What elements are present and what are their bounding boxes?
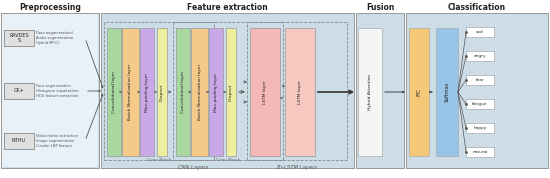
Bar: [358, 28, 382, 156]
Text: fear: fear: [476, 78, 485, 82]
Text: natural: natural: [472, 150, 488, 154]
Bar: [406, 13, 548, 168]
Bar: [101, 13, 354, 168]
Bar: [4, 30, 34, 46]
Text: Convolutional layer: Convolutional layer: [112, 71, 116, 113]
Text: NTHU: NTHU: [12, 138, 26, 143]
Text: FC: FC: [416, 88, 421, 96]
Text: CK+: CK+: [14, 88, 24, 93]
Bar: [356, 13, 404, 168]
Bar: [466, 99, 494, 109]
Text: LSTM layer: LSTM layer: [298, 80, 302, 104]
Text: Batch Normalization layer: Batch Normalization layer: [129, 64, 133, 120]
Bar: [466, 51, 494, 61]
Text: Fusion: Fusion: [366, 4, 394, 12]
Text: Batch Normalization layer: Batch Normalization layer: [197, 64, 201, 120]
Text: Max-pooling layer: Max-pooling layer: [214, 72, 218, 112]
Text: Preprocessing: Preprocessing: [19, 4, 81, 12]
Text: angry: angry: [474, 54, 486, 58]
Text: LSTM layer: LSTM layer: [263, 80, 267, 104]
Text: Conv Block: Conv Block: [216, 158, 240, 162]
Bar: [140, 28, 154, 156]
Bar: [173, 22, 283, 160]
Text: Conv Block: Conv Block: [147, 158, 171, 162]
Bar: [466, 123, 494, 133]
Bar: [104, 22, 214, 160]
Bar: [436, 28, 458, 156]
Bar: [226, 28, 236, 156]
Text: happy: happy: [473, 126, 487, 130]
Text: Softmax: Softmax: [444, 82, 449, 102]
Bar: [466, 147, 494, 157]
Text: Classification: Classification: [448, 4, 506, 12]
Bar: [1, 13, 99, 168]
Bar: [285, 28, 315, 156]
Text: Dropout: Dropout: [229, 83, 233, 101]
Bar: [4, 83, 34, 99]
Text: Face segmentation
Histogram equalization
HOG feature extraction: Face segmentation Histogram equalization…: [36, 84, 79, 98]
Text: Convolutional layer: Convolutional layer: [181, 71, 185, 113]
Bar: [4, 133, 34, 149]
Bar: [466, 75, 494, 85]
Text: Hybrid Attention: Hybrid Attention: [368, 74, 372, 110]
Text: Max-pooling layer: Max-pooling layer: [145, 72, 149, 112]
Text: Dropout: Dropout: [160, 83, 164, 101]
Text: Bi-LSTM Layers: Bi-LSTM Layers: [277, 164, 317, 169]
Text: Feature extraction: Feature extraction: [187, 4, 268, 12]
Text: sad: sad: [476, 30, 484, 34]
Bar: [2, 14, 98, 167]
Bar: [122, 28, 139, 156]
Text: RAVDES
S: RAVDES S: [9, 33, 29, 43]
Text: fatigue: fatigue: [472, 102, 488, 106]
Bar: [107, 28, 121, 156]
Bar: [157, 28, 167, 156]
Text: CNN Layers: CNN Layers: [178, 164, 208, 169]
Bar: [176, 28, 190, 156]
Text: Video frame extraction
Image segmentation
Circular LBP feature: Video frame extraction Image segmentatio…: [36, 134, 78, 148]
Bar: [409, 28, 429, 156]
Text: Data augmentation)
Audio segmentation
Hybrid MFCC: Data augmentation) Audio segmentation Hy…: [36, 31, 73, 45]
Bar: [209, 28, 223, 156]
Bar: [191, 28, 208, 156]
Bar: [466, 27, 494, 37]
Bar: [250, 28, 280, 156]
Bar: [247, 22, 347, 160]
